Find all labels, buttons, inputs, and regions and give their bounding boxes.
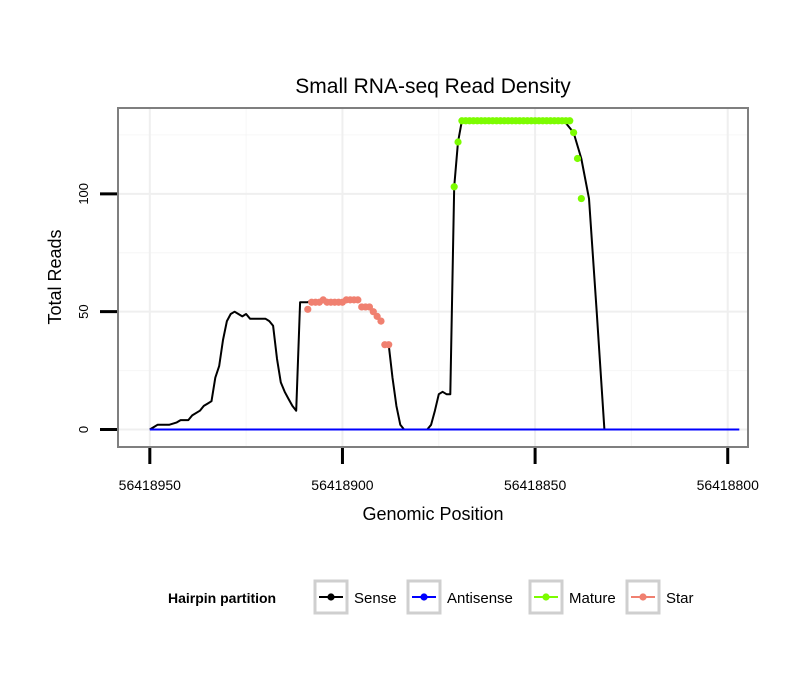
legend-label: Sense: [354, 590, 397, 607]
legend-key-dot: [327, 593, 335, 601]
legend-entries: Sense Antisense Mature Star: [313, 579, 694, 615]
plot-panel-border: [117, 107, 749, 448]
y-tick-label: 0: [76, 426, 91, 433]
axis-layer: 56418950 56418900 56418850 56418800 0 50 100: [76, 183, 759, 493]
data-point-mature: [566, 117, 574, 125]
legend-label: Mature: [569, 590, 616, 607]
chart-title: Small RNA-seq Read Density: [295, 75, 571, 98]
legend-item-sense: Sense: [313, 579, 397, 615]
x-tick-label: 56418950: [119, 477, 182, 493]
legend-title: Hairpin partition: [168, 590, 276, 606]
data-point-mature: [570, 128, 578, 137]
data-point-mature: [577, 194, 585, 203]
legend-label: Star: [666, 590, 694, 607]
y-tick-label: 100: [76, 183, 91, 205]
series-line-sense: [149, 299, 313, 431]
y-tick-label: 50: [76, 304, 91, 318]
data-point-star: [385, 341, 393, 349]
legend-item-star: Star: [625, 579, 694, 615]
data-point-mature: [454, 138, 462, 146]
x-axis-label: Genomic Position: [362, 504, 503, 524]
legend-key-dot: [542, 593, 550, 601]
data-point-star: [354, 296, 362, 304]
data-point-mature: [450, 183, 458, 191]
series-layer: [149, 117, 740, 431]
x-tick-label: 56418800: [697, 477, 760, 493]
data-point-mature: [573, 154, 582, 163]
legend-item-antisense: Antisense: [406, 579, 513, 615]
series-line-sense: [387, 119, 736, 431]
legend: Hairpin partition Sense Antisense Mature St…: [168, 579, 694, 615]
legend-key-dot: [639, 593, 647, 601]
data-point-star: [377, 317, 385, 325]
y-axis-label: Total Reads: [45, 229, 65, 324]
data-point-star: [304, 305, 312, 313]
legend-key-dot: [420, 593, 428, 601]
x-tick-label: 56418900: [311, 477, 374, 493]
x-tick-label: 56418850: [504, 477, 567, 493]
legend-label: Antisense: [447, 590, 513, 607]
legend-item-mature: Mature: [528, 579, 616, 615]
